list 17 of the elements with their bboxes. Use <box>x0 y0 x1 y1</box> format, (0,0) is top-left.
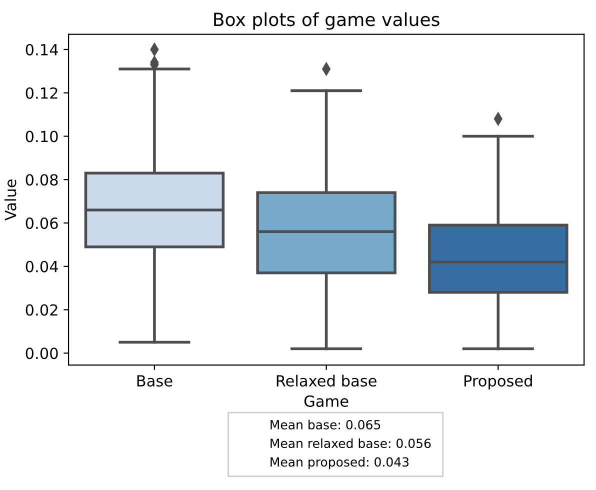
chart-title: Box plots of game values <box>214 12 440 30</box>
x-axis-title: Game <box>304 395 348 407</box>
x-tick-label: Relaxed base <box>276 374 376 387</box>
y-tick-label: 0.14 <box>26 44 58 56</box>
y-tick-label: 0.08 <box>26 174 58 186</box>
y-tick-label: 0.04 <box>26 260 58 272</box>
text: Mean proposed: 0.043 <box>270 457 409 470</box>
y-tick-label: 0.06 <box>26 217 58 230</box>
y-axis-title: Value <box>4 180 16 221</box>
y-tick-label: 0.02 <box>26 304 58 316</box>
y-tick-label: 0.12 <box>26 87 58 99</box>
text: Mean base: 0.065 <box>270 420 380 430</box>
text: Mean relaxed base: 0.056 <box>270 438 431 448</box>
y-tick-label: 0.00 <box>26 348 58 360</box>
x-tick-label: Proposed <box>464 374 532 390</box>
x-tick-label: Base <box>137 375 172 387</box>
y-tick-label: 0.10 <box>26 130 58 142</box>
